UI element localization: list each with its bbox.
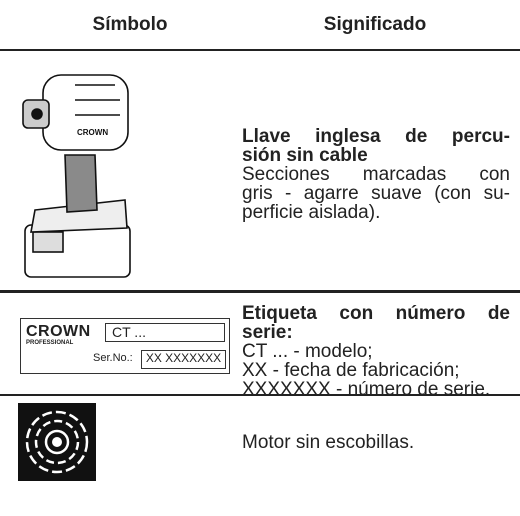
- rule: [0, 290, 520, 293]
- motor-icon: [18, 403, 96, 481]
- drill-image: CROWN: [22, 74, 131, 278]
- svg-text:CROWN: CROWN: [77, 128, 108, 137]
- serial-box: XX XXXXXXX: [141, 350, 226, 369]
- header-meaning: Significado: [323, 14, 427, 35]
- row-3-text: Motor sin escobillas.: [242, 433, 510, 452]
- title-line: sión sin cable: [242, 145, 368, 166]
- title-line: serie:: [242, 322, 293, 343]
- serial-caption: Ser.No.:: [93, 352, 133, 364]
- description-line: XX - fecha de fabricación;: [242, 360, 460, 381]
- label-image: CROWN PROFESSIONAL CT ... Ser.No.: XX XX…: [20, 318, 230, 374]
- description-line: Secciones marcadas con: [242, 164, 510, 185]
- row-1-text: Llave inglesa de percu- sión sin cable S…: [242, 127, 510, 222]
- title-line: Llave inglesa de percu-: [242, 126, 510, 147]
- model-box: CT ...: [105, 323, 225, 342]
- description-line: perficie aislada).: [242, 202, 381, 223]
- title-line: Etiqueta con número de: [242, 303, 510, 324]
- description-line: CT ... - modelo;: [242, 341, 373, 362]
- brand: CROWN: [26, 323, 91, 340]
- row-2-text: Etiqueta con número de serie: CT ... - m…: [242, 304, 510, 399]
- description-line: gris - agarre suave (con su-: [242, 183, 510, 204]
- description-line: XXXXXXX - número de serie.: [242, 379, 491, 400]
- header-symbol: Símbolo: [92, 14, 168, 35]
- brand-sub: PROFESSIONAL: [26, 340, 74, 346]
- rule: [0, 394, 520, 396]
- description-line: Motor sin escobillas.: [242, 432, 415, 453]
- rule: [0, 49, 520, 51]
